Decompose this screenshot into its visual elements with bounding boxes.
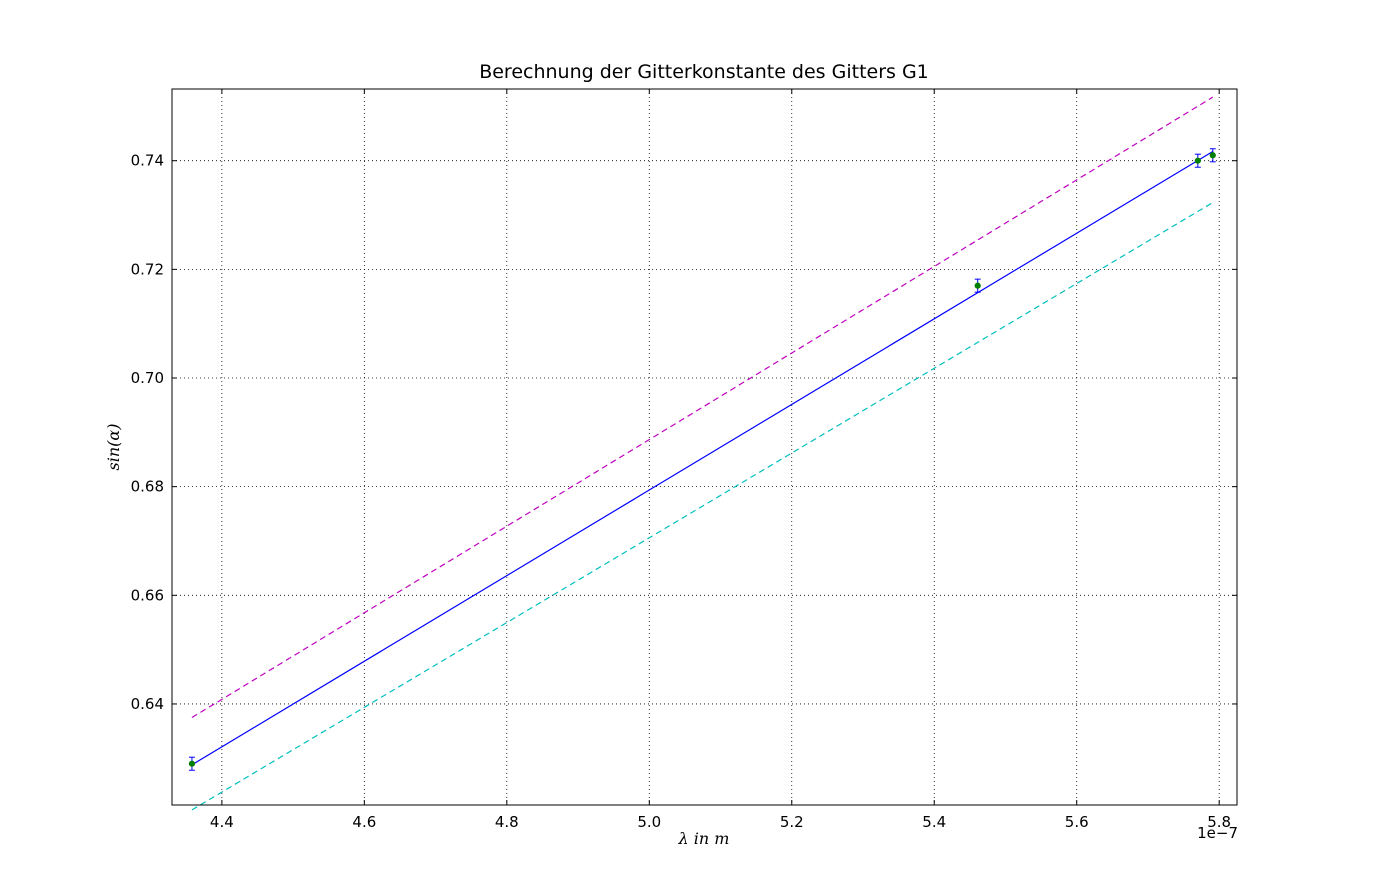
bound-line [191,202,1214,811]
y-tick-label: 0.74 [131,152,164,170]
y-tick-label: 0.66 [131,586,164,604]
x-tick-label: 5.8 [1207,813,1231,831]
x-tick-label: 5.6 [1065,813,1089,831]
axis-ticks: 4.4 4.6 4.8 5.0 5.2 5.4 5.6 5.8 0.64 0.66 0.68 0.70… [131,89,1237,831]
grid [172,89,1237,805]
data-point [188,760,196,767]
x-tick-label: 4.8 [495,813,519,831]
x-tick-label: 4.4 [210,813,234,831]
y-tick-label: 0.68 [131,478,164,496]
bound-line [191,96,1214,719]
fit-lines [191,96,1214,811]
x-tick-label: 5.4 [922,813,946,831]
x-tick-label: 4.6 [352,813,376,831]
y-tick-label: 0.64 [131,695,164,713]
chart-title: Berechnung der Gitterkonstante des Gitte… [479,61,929,83]
plot-frame [171,88,1238,806]
x-axis-label: λ in m [678,829,730,848]
y-axis-label: sin(α) [104,424,123,471]
fit-line [191,150,1214,766]
x-tick-label: 5.2 [780,813,804,831]
x-tick-label: 5.0 [637,813,661,831]
y-tick-label: 0.72 [131,260,164,278]
data-point [1194,157,1201,164]
data-point [974,282,981,289]
x-offset-label: 1e−7 [1197,824,1238,842]
data-points [188,148,1216,771]
data-point [1209,152,1216,159]
y-tick-label: 0.70 [131,369,164,387]
